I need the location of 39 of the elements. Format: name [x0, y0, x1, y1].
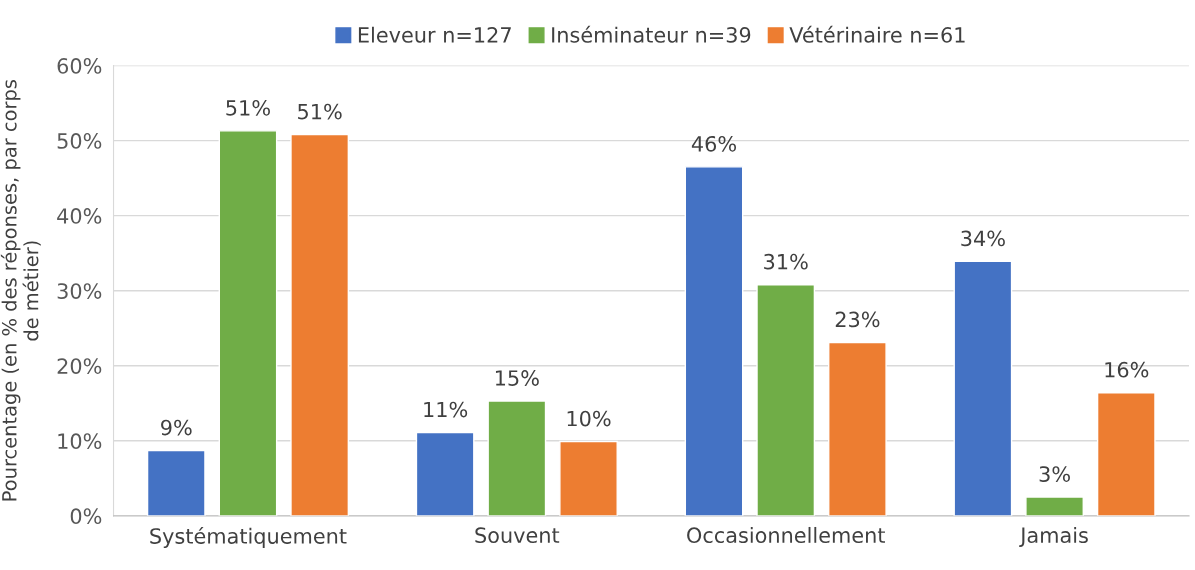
data-label: 51%: [226, 99, 270, 116]
data-label: 31%: [764, 253, 808, 270]
data-label: 11%: [424, 401, 468, 418]
bar: [218, 130, 278, 516]
y-tick-label: 30%: [57, 283, 102, 299]
data-label: 3%: [1039, 466, 1070, 482]
bar: [290, 133, 350, 516]
bar: [146, 449, 206, 516]
y-tick-label: 0%: [70, 508, 102, 525]
legend-label: Inséminateur n=39: [552, 25, 751, 43]
bar: [953, 260, 1013, 516]
legend-label: Vétérinaire n=61: [789, 25, 965, 43]
y-tick-label: 40%: [57, 208, 102, 224]
legend-label: Eleveur n=127: [358, 26, 511, 43]
x-tick-label: Systématiquement: [150, 526, 347, 548]
y-tick-label: 10%: [58, 433, 102, 450]
y-tick-label: 60%: [57, 58, 102, 74]
bar: [684, 166, 744, 516]
bar: [828, 341, 887, 516]
x-tick-label: Jamais: [1019, 526, 1088, 547]
y-tick-label: 20%: [57, 358, 102, 374]
bar: [559, 440, 618, 516]
bar: [1025, 496, 1084, 516]
bar: [1096, 392, 1156, 516]
data-label: 9%: [161, 419, 192, 436]
x-tick-label: Occasionnellement: [687, 526, 885, 544]
bar: [487, 400, 547, 516]
data-label: 16%: [1105, 361, 1149, 378]
data-label: 46%: [691, 135, 737, 152]
data-label: 34%: [961, 230, 1005, 247]
bar: [756, 284, 816, 516]
y-axis-title: Pourcentage (en % des réponses, par corps de métier): [0, 80, 41, 501]
y-tick-label: 50%: [57, 133, 102, 149]
bar: [415, 431, 475, 516]
data-label: 10%: [567, 410, 611, 427]
data-label: 51%: [298, 103, 342, 120]
x-tick-label: Souvent: [475, 527, 560, 544]
data-label: 15%: [495, 370, 539, 386]
data-label: 23%: [835, 311, 880, 328]
